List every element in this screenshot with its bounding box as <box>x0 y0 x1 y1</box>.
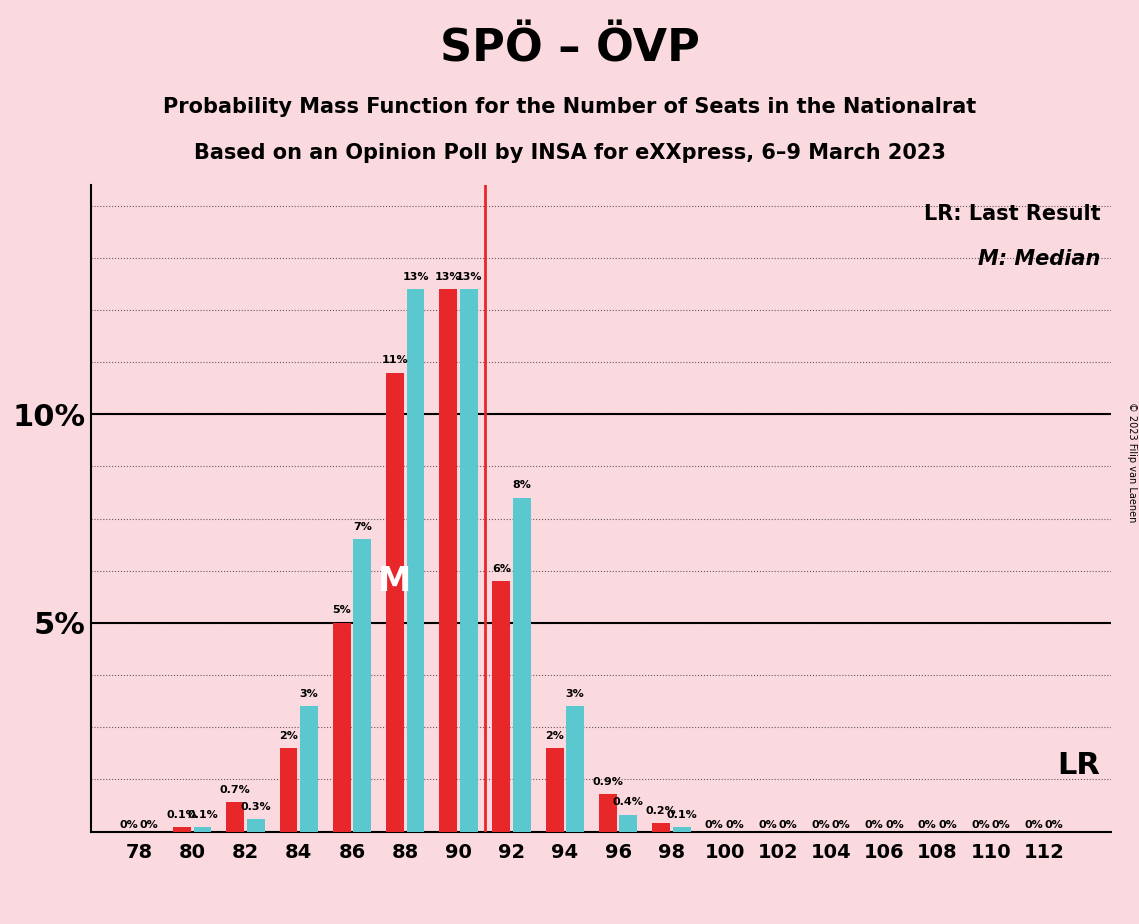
Bar <box>546 748 564 832</box>
Text: 0.1%: 0.1% <box>187 810 218 820</box>
Text: 13%: 13% <box>435 272 461 282</box>
Bar <box>300 707 318 832</box>
Bar <box>333 623 351 832</box>
Text: 0%: 0% <box>885 820 904 830</box>
Bar <box>566 707 584 832</box>
Bar <box>353 540 371 832</box>
Text: 13%: 13% <box>402 272 428 282</box>
Text: 5%: 5% <box>333 605 351 615</box>
Bar <box>247 819 264 832</box>
Text: SPÖ – ÖVP: SPÖ – ÖVP <box>440 28 699 71</box>
Text: 3%: 3% <box>300 689 318 699</box>
Text: 0%: 0% <box>918 820 936 830</box>
Text: 13%: 13% <box>456 272 482 282</box>
Text: M: M <box>378 565 411 598</box>
Text: 0.1%: 0.1% <box>166 810 197 820</box>
Bar <box>513 498 531 832</box>
Bar <box>620 815 638 832</box>
Text: LR: Last Result: LR: Last Result <box>924 204 1100 225</box>
Bar <box>653 823 670 832</box>
Bar <box>460 289 477 832</box>
Text: 0%: 0% <box>140 820 158 830</box>
Bar <box>673 827 690 832</box>
Text: 11%: 11% <box>382 355 408 365</box>
Bar <box>194 827 212 832</box>
Bar <box>599 794 617 832</box>
Bar <box>440 289 457 832</box>
Text: 7%: 7% <box>353 522 371 532</box>
Bar <box>386 372 404 832</box>
Text: © 2023 Filip van Laenen: © 2023 Filip van Laenen <box>1126 402 1137 522</box>
Text: 0.4%: 0.4% <box>613 797 644 808</box>
Text: 0%: 0% <box>726 820 744 830</box>
Text: 0.2%: 0.2% <box>646 806 677 816</box>
Text: 0%: 0% <box>1044 820 1064 830</box>
Bar <box>173 827 191 832</box>
Text: 0%: 0% <box>939 820 957 830</box>
Text: Based on an Opinion Poll by INSA for eXXpress, 6–9 March 2023: Based on an Opinion Poll by INSA for eXX… <box>194 143 945 164</box>
Text: 0%: 0% <box>1024 820 1043 830</box>
Text: 0.7%: 0.7% <box>220 784 251 795</box>
Text: 0%: 0% <box>831 820 851 830</box>
Text: 0.9%: 0.9% <box>592 776 623 786</box>
Text: 0.1%: 0.1% <box>666 810 697 820</box>
Text: 2%: 2% <box>546 731 564 741</box>
Text: 0%: 0% <box>759 820 777 830</box>
Text: 0%: 0% <box>811 820 830 830</box>
Text: 0%: 0% <box>120 820 138 830</box>
Text: 0%: 0% <box>972 820 990 830</box>
Text: M: Median: M: Median <box>978 249 1100 270</box>
Text: 0%: 0% <box>779 820 797 830</box>
Text: 2%: 2% <box>279 731 298 741</box>
Text: LR: LR <box>1057 751 1100 780</box>
Text: 0%: 0% <box>992 820 1010 830</box>
Text: 8%: 8% <box>513 480 531 491</box>
Bar <box>492 581 510 832</box>
Text: 0.3%: 0.3% <box>240 802 271 811</box>
Text: 0%: 0% <box>865 820 884 830</box>
Text: 6%: 6% <box>492 564 511 574</box>
Bar <box>279 748 297 832</box>
Text: Probability Mass Function for the Number of Seats in the Nationalrat: Probability Mass Function for the Number… <box>163 97 976 117</box>
Bar <box>227 802 244 832</box>
Text: 0%: 0% <box>705 820 723 830</box>
Bar <box>407 289 425 832</box>
Text: 3%: 3% <box>566 689 584 699</box>
